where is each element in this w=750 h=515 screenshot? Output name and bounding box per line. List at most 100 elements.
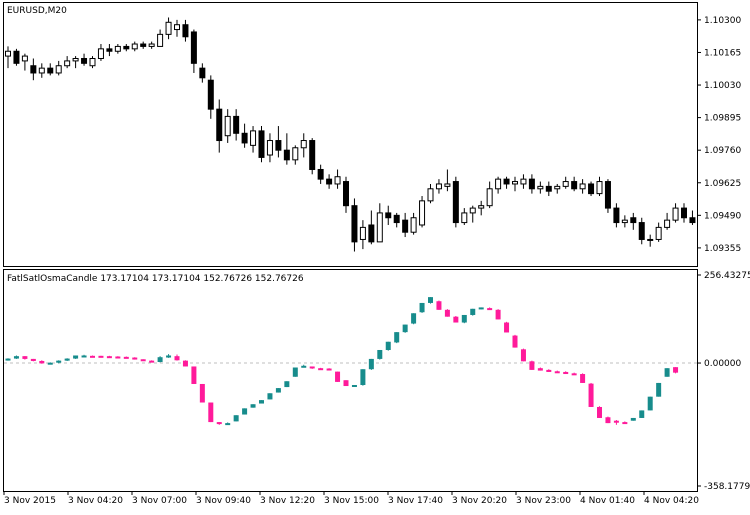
- price-candle: [435, 179, 442, 194]
- indicator-candle: [275, 388, 281, 393]
- indicator-candle: [461, 314, 467, 324]
- time-axis-label: 4 Nov 04:20: [644, 496, 699, 506]
- indicator-candle: [377, 349, 383, 360]
- indicator-candle: [664, 368, 670, 377]
- price-candle: [410, 212, 417, 235]
- price-axis-label: 1.09625: [704, 179, 741, 189]
- price-candle: [596, 176, 603, 197]
- indicator-candle: [639, 410, 645, 418]
- price-candle: [664, 212, 671, 230]
- price-candle: [461, 208, 468, 225]
- indicator-candle: [132, 357, 138, 360]
- price-candle: [207, 75, 214, 119]
- price-axis-label: 1.10030: [704, 81, 741, 91]
- price-candle: [81, 53, 88, 66]
- price-candle: [351, 198, 358, 252]
- price-candle: [376, 203, 383, 243]
- indicator-candle: [233, 415, 239, 422]
- price-candle: [38, 63, 45, 78]
- indicator-candle: [39, 360, 45, 364]
- indicator-candle: [554, 370, 560, 374]
- time-axis-label: 3 Nov 09:40: [196, 496, 251, 506]
- indicator-candle: [115, 356, 121, 359]
- indicator-candle: [563, 371, 569, 375]
- indicator-candle: [64, 358, 70, 361]
- indicator-candle: [73, 355, 79, 359]
- price-candle: [638, 217, 645, 245]
- indicator-candle: [453, 316, 459, 323]
- price-candle: [681, 203, 687, 223]
- indicator-candle: [495, 309, 501, 320]
- price-candle: [419, 196, 426, 228]
- price-pane-title: EURUSD,M20: [7, 6, 67, 16]
- price-candle: [537, 181, 544, 194]
- price-candle: [385, 205, 392, 225]
- indicator-candle: [529, 360, 535, 370]
- indicator-candle: [309, 366, 315, 369]
- indicator-candle: [13, 355, 19, 359]
- price-candle: [30, 58, 37, 81]
- indicator-candle: [98, 355, 104, 358]
- price-axis: 1.10300 1.10165 1.10030 1.09895 1.09760 1.096…: [697, 16, 741, 254]
- price-axis-label: 1.10165: [704, 48, 741, 58]
- price-axis-label: 1.09760: [704, 146, 741, 156]
- price-candle: [292, 145, 299, 165]
- indicator-candle: [656, 382, 662, 397]
- price-candle: [309, 138, 316, 175]
- indicator-candle: [546, 369, 552, 372]
- time-axis: 3 Nov 2015 3 Nov 04:20 3 Nov 07:00 3 Nov 09…: [3, 491, 699, 506]
- time-axis-label: 3 Nov 23:00: [516, 496, 571, 506]
- indicator-candle: [335, 371, 341, 382]
- indicator-candle: [174, 354, 180, 361]
- price-candle: [562, 176, 569, 189]
- price-pane-frame: [3, 2, 698, 267]
- indicator-candle: [351, 385, 357, 388]
- indicator-candle: [428, 297, 433, 304]
- indicator-candle: [81, 354, 87, 358]
- indicator-candle: [292, 367, 298, 377]
- indicator-pane-title: FatlSatlOsmaCandle 173.17104 173.17104 1…: [7, 274, 304, 284]
- price-axis-label: 1.10300: [704, 16, 741, 26]
- indicator-candle: [597, 406, 602, 418]
- indicator-candle: [613, 420, 619, 425]
- price-candle: [689, 210, 696, 225]
- indicator-candle: [343, 380, 349, 387]
- indicator-candle: [242, 408, 248, 415]
- price-candle: [545, 181, 552, 197]
- indicator-candle: [47, 362, 53, 365]
- indicator-candle: [571, 372, 577, 376]
- indicator-candle: [537, 367, 543, 371]
- price-candle: [266, 133, 273, 163]
- indicator-candle: [419, 302, 425, 313]
- price-candle: [343, 176, 349, 213]
- price-candle: [5, 46, 11, 69]
- price-candle: [233, 109, 240, 141]
- price-candle: [182, 19, 189, 42]
- indicator-candle: [326, 368, 332, 371]
- price-candle: [275, 126, 282, 158]
- price-candle: [106, 44, 113, 57]
- price-candle: [13, 48, 20, 66]
- price-candle: [655, 222, 662, 242]
- price-candle: [157, 29, 164, 47]
- price-candle: [241, 123, 248, 148]
- indicator-candle: [90, 355, 95, 358]
- price-candle: [427, 183, 434, 204]
- indicator-axis-label: 0.00000: [704, 359, 741, 369]
- price-candle: [334, 169, 341, 189]
- indicator-axis-label: 256.43275: [704, 271, 750, 281]
- indicator-candle: [157, 356, 163, 363]
- indicator-candle: [22, 356, 28, 360]
- indicator-candle: [402, 324, 408, 333]
- indicator-candle: [301, 364, 307, 368]
- indicator-pane-frame: [3, 269, 698, 492]
- price-candle: [452, 176, 459, 228]
- price-candle: [55, 60, 62, 76]
- indicator-candle: [166, 354, 172, 358]
- price-candle: [140, 41, 147, 49]
- price-candle: [165, 17, 172, 40]
- price-candle: [190, 29, 197, 73]
- price-candle: [393, 212, 400, 228]
